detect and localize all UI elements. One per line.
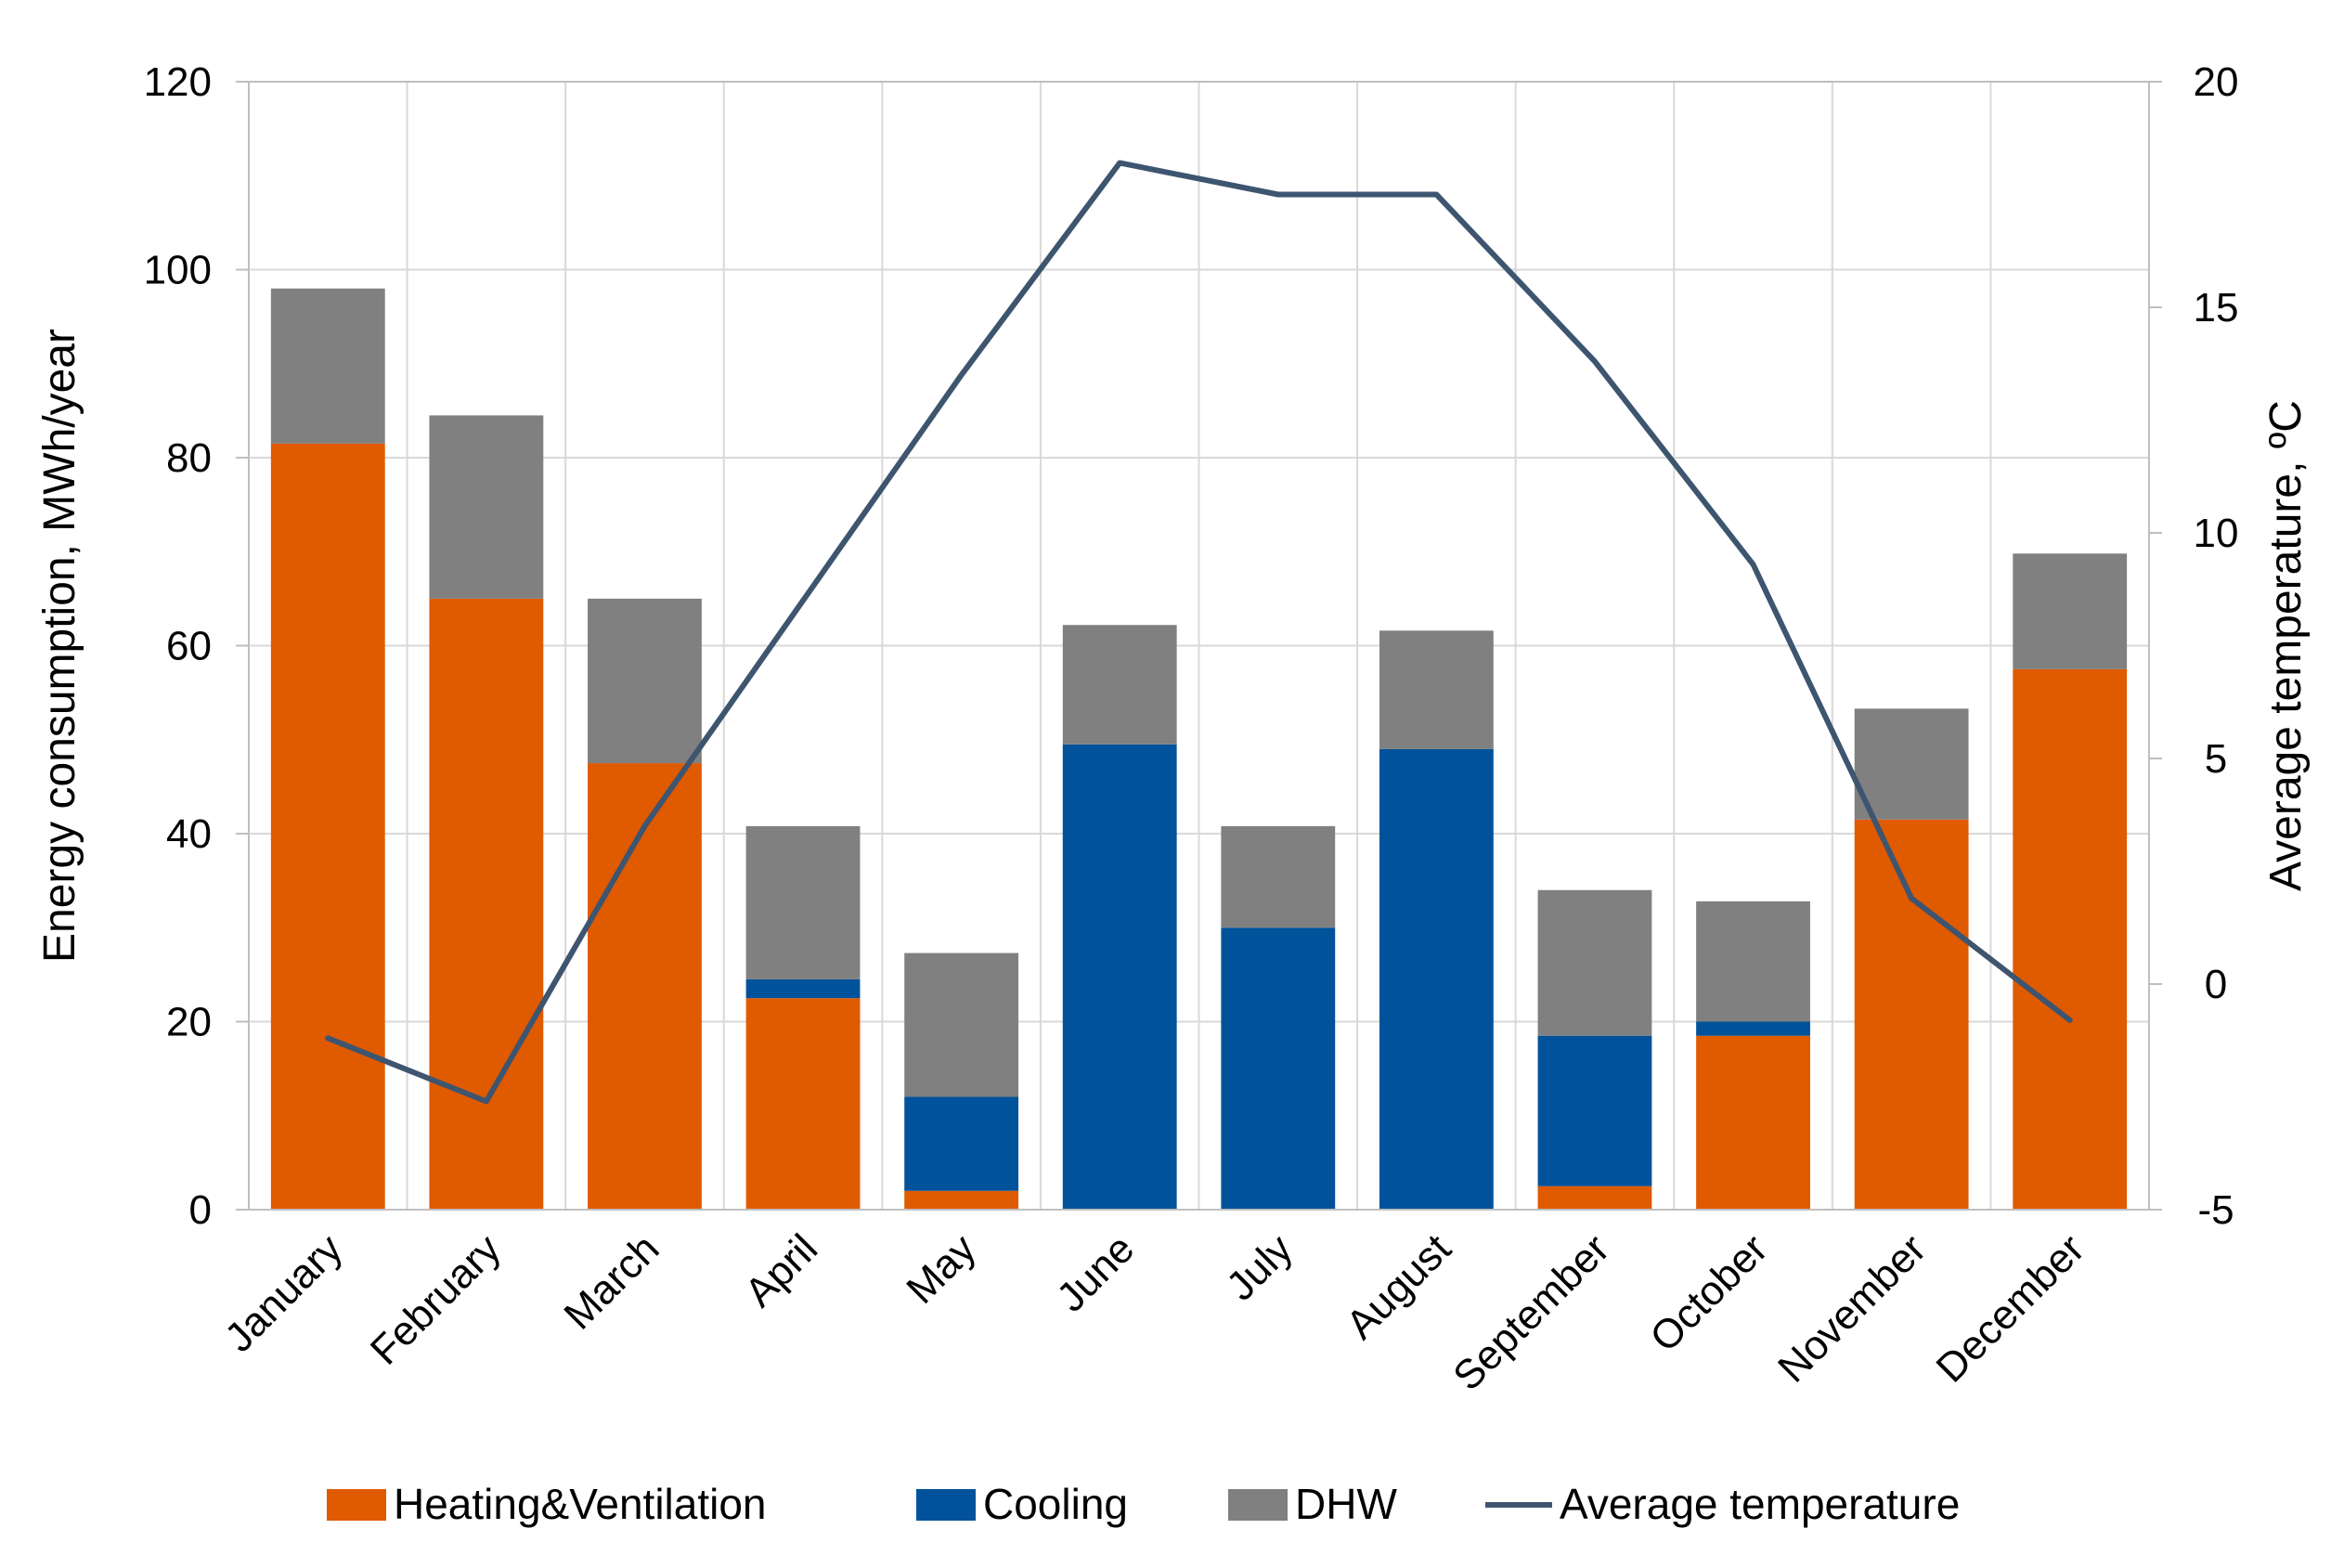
bar-dhw-november bbox=[1855, 708, 1969, 819]
x-tick-label-september: September bbox=[1444, 1225, 1618, 1399]
bar-heating-ventilation-october bbox=[1696, 1036, 1810, 1210]
x-tick-label-february: February bbox=[362, 1225, 510, 1373]
bar-dhw-april bbox=[746, 826, 861, 979]
bar-heating-ventilation-april bbox=[746, 998, 861, 1210]
bar-heating-ventilation-january bbox=[271, 444, 385, 1210]
bar-dhw-may bbox=[904, 953, 1018, 1097]
y2-tick-label: 15 bbox=[2194, 285, 2239, 330]
x-tick-label-october: October bbox=[1641, 1225, 1776, 1360]
y-tick-label: 120 bbox=[144, 59, 212, 105]
x-tick-label-january: January bbox=[216, 1225, 351, 1360]
y-tick-label: 20 bbox=[166, 1000, 212, 1045]
y2-axis-title: Average temperature, ºC bbox=[2261, 400, 2311, 891]
legend-swatch-dhw bbox=[1228, 1489, 1288, 1521]
y-tick-label: 100 bbox=[144, 248, 212, 293]
x-tick-label-april: April bbox=[736, 1225, 826, 1315]
bar-cooling-june bbox=[1063, 745, 1177, 1210]
bar-dhw-march bbox=[588, 599, 702, 763]
bar-dhw-september bbox=[1538, 890, 1652, 1036]
bar-heating-ventilation-february bbox=[429, 599, 543, 1210]
x-tick-label-december: December bbox=[1928, 1225, 2093, 1391]
bar-dhw-december bbox=[2013, 553, 2127, 669]
legend-label-average-temperature: Average temperature bbox=[1560, 1480, 1960, 1528]
x-tick-label-november: November bbox=[1769, 1225, 1935, 1391]
legend-swatch-heating-ventilation bbox=[327, 1489, 386, 1521]
bar-cooling-october bbox=[1696, 1022, 1810, 1036]
bar-heating-ventilation-december bbox=[2013, 669, 2127, 1210]
legend: Heating&Ventilation Cooling DHW Average tem… bbox=[327, 1480, 1960, 1528]
y-axis-title: Energy consumption, MWh/year bbox=[35, 329, 84, 963]
y-tick-label: 80 bbox=[166, 435, 212, 481]
bar-dhw-october bbox=[1696, 901, 1810, 1022]
x-tick-label-june: June bbox=[1048, 1225, 1143, 1320]
bar-cooling-july bbox=[1221, 927, 1335, 1210]
bar-cooling-august bbox=[1379, 749, 1494, 1210]
bar-dhw-february bbox=[429, 415, 543, 598]
y2-tick-label: 0 bbox=[2205, 962, 2227, 1007]
bar-dhw-june bbox=[1063, 625, 1177, 745]
legend-label-dhw: DHW bbox=[1295, 1480, 1397, 1528]
bar-cooling-april bbox=[746, 979, 861, 998]
y-tick-label: 0 bbox=[189, 1187, 212, 1233]
bar-dhw-august bbox=[1379, 630, 1494, 749]
bar-heating-ventilation-may bbox=[904, 1191, 1018, 1210]
legend-label-heating-ventilation: Heating&Ventilation bbox=[394, 1480, 767, 1528]
x-tick-label-may: May bbox=[898, 1225, 984, 1312]
bar-dhw-january bbox=[271, 289, 385, 444]
y2-tick-label: 10 bbox=[2194, 511, 2239, 556]
bar-cooling-may bbox=[904, 1097, 1018, 1191]
y-tick-label: 40 bbox=[166, 811, 212, 857]
y2-tick-label: 5 bbox=[2205, 736, 2227, 782]
x-tick-label-march: March bbox=[555, 1225, 667, 1338]
y2-tick-label: 20 bbox=[2194, 59, 2239, 105]
bar-heating-ventilation-november bbox=[1855, 820, 1969, 1210]
y-tick-label: 60 bbox=[166, 624, 212, 669]
bar-heating-ventilation-september bbox=[1538, 1186, 1652, 1210]
bar-cooling-september bbox=[1538, 1036, 1652, 1186]
bar-dhw-july bbox=[1221, 826, 1335, 927]
y2-tick-label: -5 bbox=[2197, 1187, 2234, 1233]
legend-label-cooling: Cooling bbox=[983, 1480, 1128, 1528]
x-tick-label-august: August bbox=[1338, 1225, 1460, 1348]
x-tick-label-july: July bbox=[1218, 1225, 1302, 1309]
legend-swatch-cooling bbox=[916, 1489, 976, 1521]
